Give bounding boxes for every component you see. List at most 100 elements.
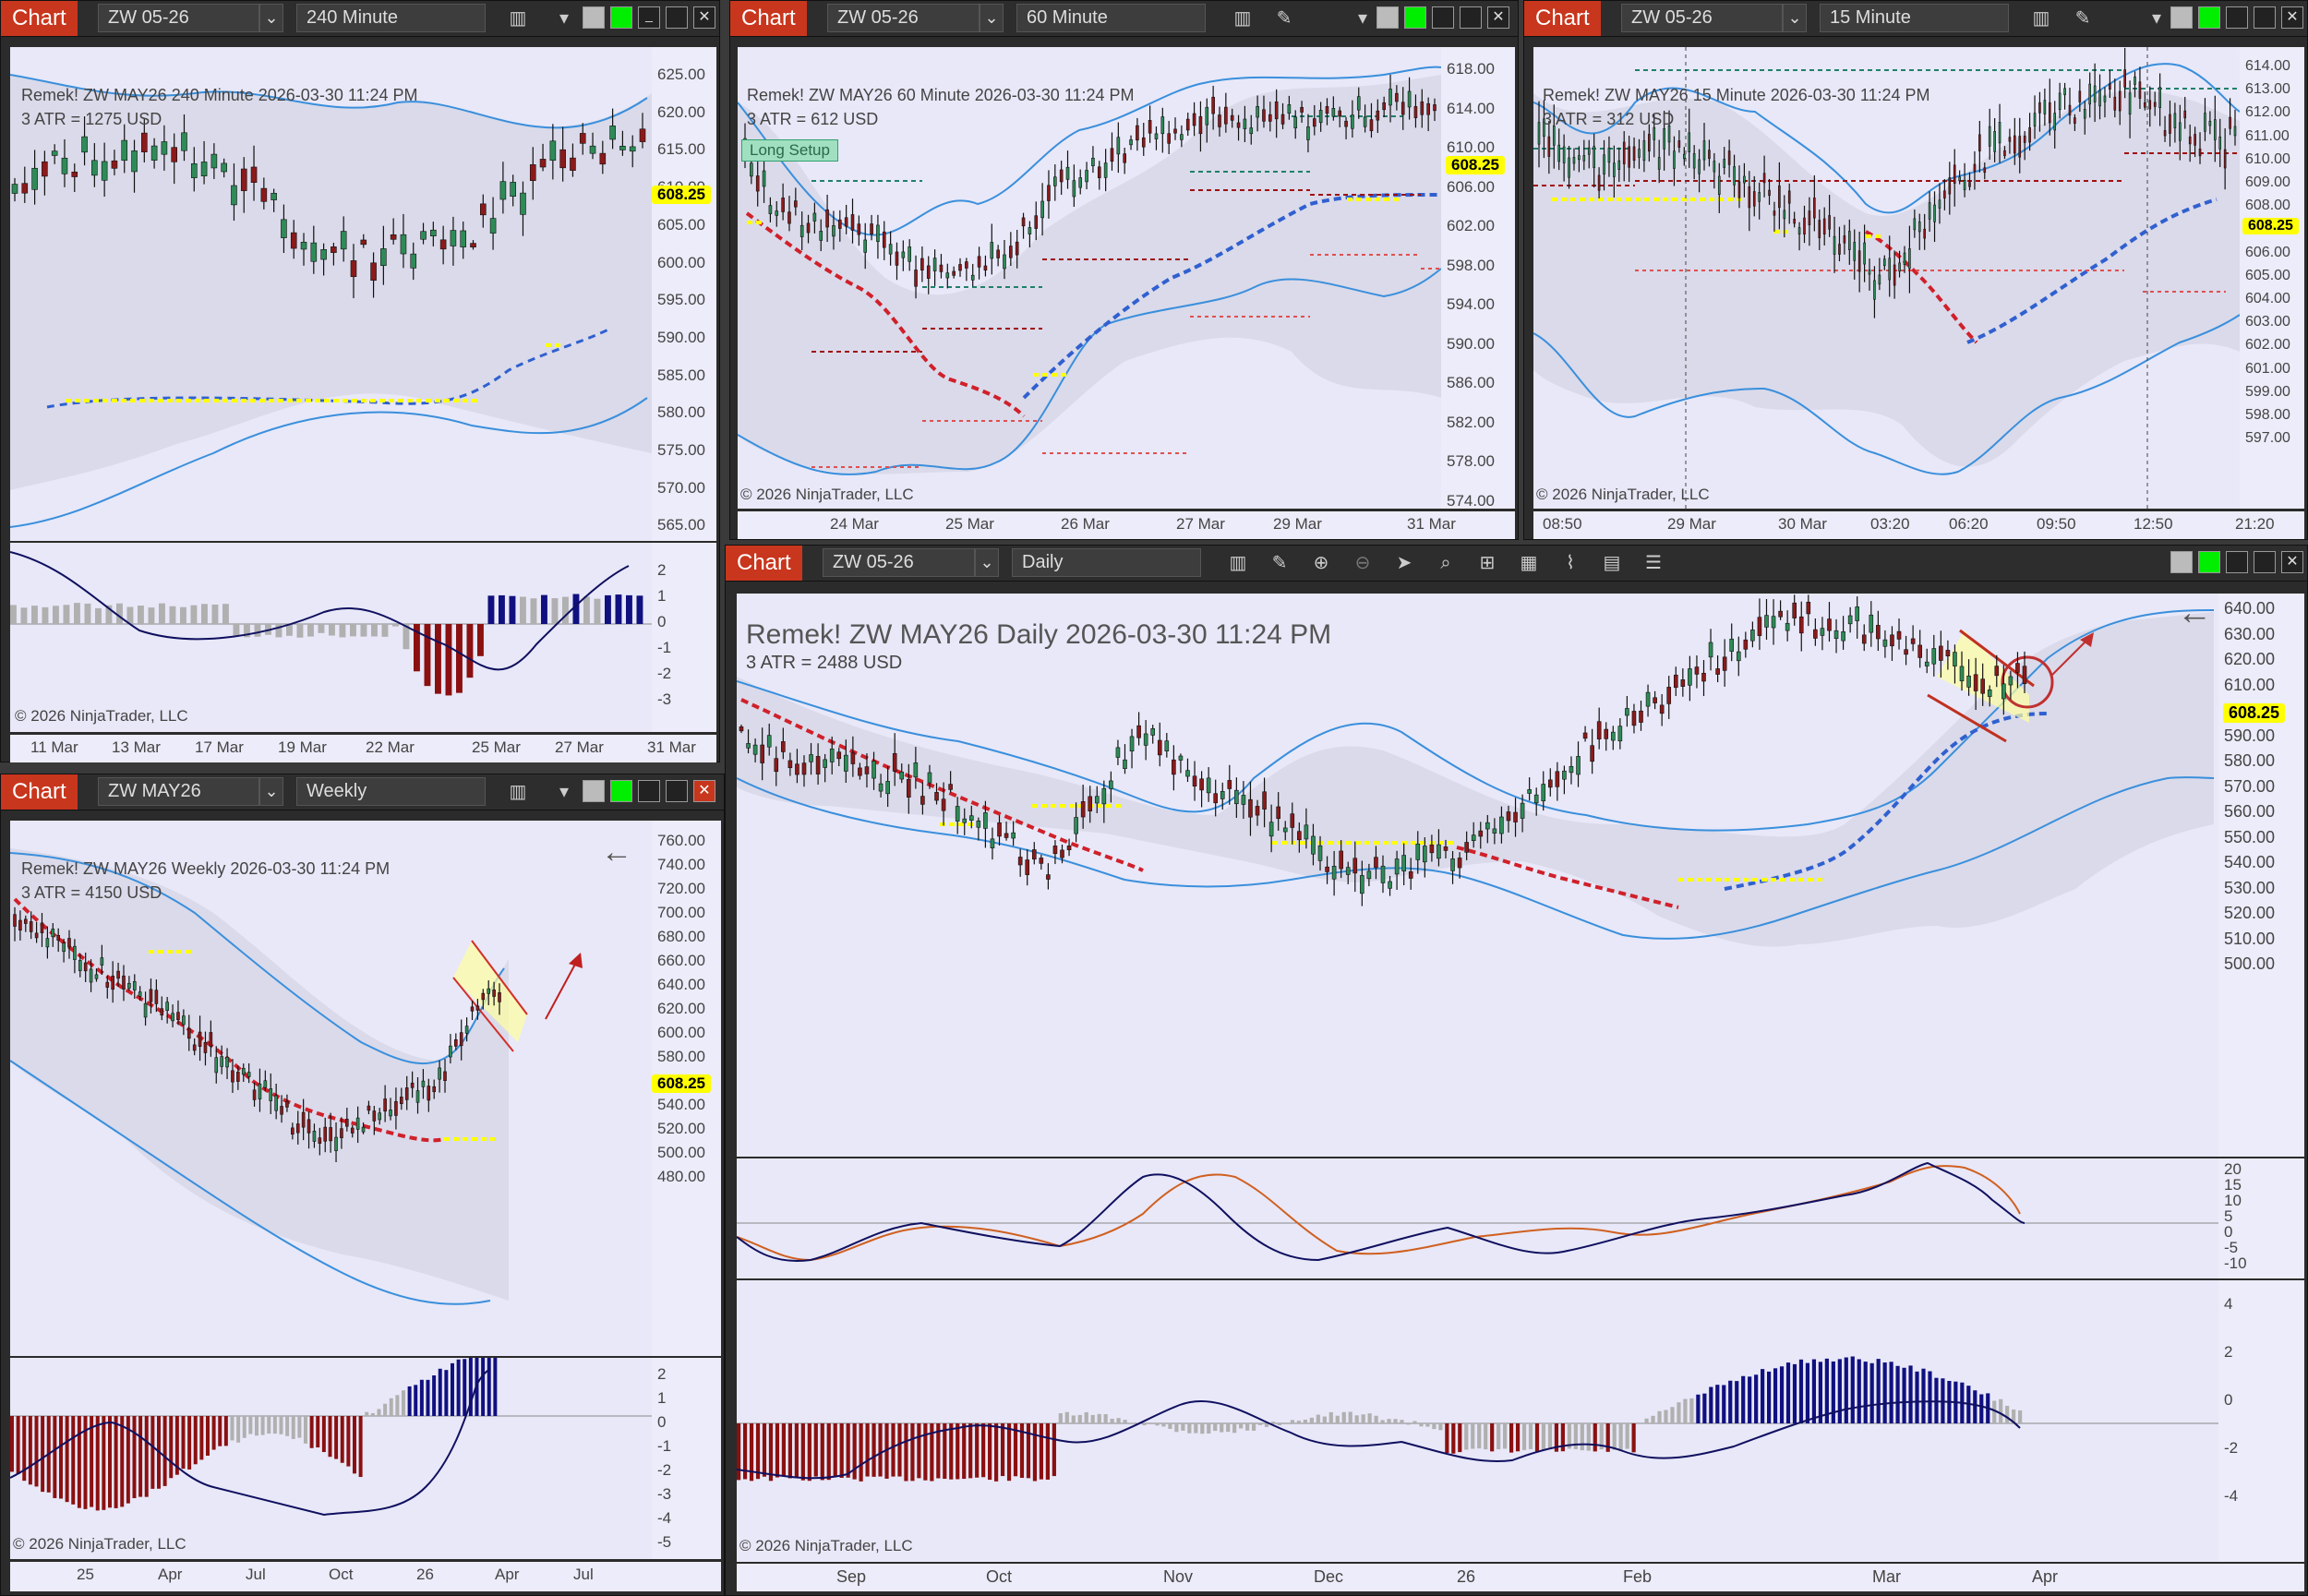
close-icon[interactable]: ✕ [693, 780, 715, 802]
price-panel[interactable]: Remek! ZW MAY26 Daily 2026-03-30 11:24 P… [737, 594, 2218, 1157]
zoom-in-icon[interactable]: ⊕ [1313, 553, 1329, 573]
maximize-icon[interactable] [666, 780, 688, 802]
instrument-selector[interactable]: ZW MAY26 [98, 777, 259, 806]
interval-selector[interactable]: Weekly [296, 777, 486, 806]
back-arrow-icon[interactable]: ← [2177, 594, 2212, 632]
indicator-axis[interactable]: 4 2 0 -2 -4 [2218, 1280, 2304, 1562]
drawing-tool-icon[interactable]: ✎ [2074, 8, 2091, 29]
green-link-icon[interactable] [1404, 6, 1426, 29]
chart-menu-button[interactable]: Chart [730, 1, 807, 36]
workspace-link-icon[interactable] [1376, 6, 1399, 29]
price-panel[interactable]: Remek! ZW MAY26 240 Minute 2026-03-30 11… [10, 47, 652, 541]
time-axis[interactable]: 08:50 29 Mar 30 Mar 03:20 06:20 09:50 12:50 21:… [1533, 511, 2304, 539]
indicator-panel[interactable]: © 2026 NinjaTrader, LLC [737, 1280, 2218, 1562]
bar-type-icon[interactable]: ▥ [1229, 553, 1247, 573]
candle [1768, 189, 1771, 197]
interval-selector[interactable]: 240 Minute [296, 4, 486, 32]
close-icon[interactable]: ✕ [1487, 6, 1509, 29]
indicators-icon[interactable]: ▦ [1520, 553, 1538, 573]
instrument-selector[interactable]: ZW 05-26 [823, 548, 975, 577]
workspace-link-icon[interactable] [583, 780, 605, 802]
instrument-selector[interactable]: ZW 05-26 [1621, 4, 1783, 32]
time-axis[interactable]: Sep Oct Nov Dec 26 Feb Mar Apr [737, 1564, 2304, 1591]
bar-type-icon[interactable]: ▥ [509, 8, 527, 29]
interval-selector[interactable]: 15 Minute [1820, 4, 2009, 32]
minimize-icon[interactable]: _ [638, 6, 660, 29]
bar-type-icon[interactable]: ▥ [509, 782, 527, 802]
chevron-down-icon[interactable]: ⌄ [259, 4, 283, 32]
chevron-down-icon[interactable]: ▾ [559, 782, 570, 802]
candle [149, 989, 153, 1002]
price-panel[interactable]: Remek! ZW MAY26 Weekly 2026-03-30 11:24 … [10, 821, 652, 1356]
indicator-axis[interactable]: 2 1 0 -1 -2 -3 -4 -5 [652, 1358, 721, 1559]
chevron-down-icon[interactable]: ⌄ [1783, 4, 1807, 32]
interval-selector[interactable]: Daily [1012, 548, 1201, 577]
minimize-icon[interactable] [2226, 6, 2248, 29]
templates-icon[interactable]: ▤ [1603, 553, 1621, 573]
candle [1622, 141, 1626, 164]
axis-tick-label: 620.00 [657, 1000, 705, 1017]
pointer-icon[interactable]: ➤ [1396, 553, 1412, 573]
zoom-out-icon[interactable]: ⊖ [1354, 553, 1371, 573]
price-axis[interactable]: 640.00630.00620.00610.00600.00590.00580.… [2218, 594, 2304, 1157]
close-icon[interactable]: ✕ [2281, 6, 2303, 29]
minimize-icon[interactable] [2226, 551, 2248, 573]
price-panel[interactable]: Remek! ZW MAY26 15 Minute 2026-03-30 11:… [1533, 47, 2240, 509]
close-icon[interactable]: ✕ [693, 6, 715, 29]
indicator-axis[interactable]: 2 1 0 -1 -2 -3 [652, 543, 716, 732]
time-axis[interactable]: 24 Mar 25 Mar 26 Mar 27 Mar 29 Mar 31 Mar [738, 511, 1515, 539]
price-axis[interactable]: 625.00620.00615.00610.00605.00600.00595.… [652, 47, 716, 541]
list-icon[interactable]: ☰ [1645, 553, 1662, 573]
chart-menu-button[interactable]: Chart [1, 1, 78, 36]
price-axis[interactable]: 618.00 614.00 610.00 606.00 602.00 598.00 594.… [1441, 47, 1515, 509]
maximize-icon[interactable] [666, 6, 688, 29]
green-link-icon[interactable] [610, 6, 632, 29]
candle [952, 270, 956, 276]
workspace-link-icon[interactable] [2170, 6, 2193, 29]
instrument-selector[interactable]: ZW 05-26 [98, 4, 259, 32]
maximize-icon[interactable] [2254, 551, 2276, 573]
drawing-tool-icon[interactable]: ✎ [1271, 553, 1288, 573]
histogram-bar [463, 1359, 467, 1416]
chevron-down-icon[interactable]: ⌄ [259, 777, 283, 806]
drawing-tool-icon[interactable]: ✎ [1276, 8, 1292, 29]
close-icon[interactable]: ✕ [2281, 551, 2303, 573]
indicator-panel[interactable]: © 2026 NinjaTrader, LLC [10, 543, 652, 732]
bar-type-icon[interactable]: ▥ [2032, 8, 2050, 29]
time-axis[interactable]: 11 Mar 13 Mar 17 Mar 19 Mar 22 Mar 25 Mar 27 M… [10, 735, 716, 762]
bar-type-icon[interactable]: ▥ [1233, 8, 1252, 29]
chevron-down-icon[interactable]: ▾ [1357, 8, 1368, 29]
minimize-icon[interactable] [638, 780, 660, 802]
green-link-icon[interactable] [2198, 551, 2220, 573]
price-axis[interactable]: 614.00 613.00 612.00 611.00 610.00 609.00 608.… [2240, 47, 2304, 509]
workspace-link-icon[interactable] [583, 6, 605, 29]
minimize-icon[interactable] [1432, 6, 1454, 29]
time-axis[interactable]: 25 Apr Jul Oct 26 Apr Jul [10, 1562, 721, 1591]
maximize-icon[interactable] [1460, 6, 1482, 29]
green-link-icon[interactable] [610, 780, 632, 802]
chevron-down-icon[interactable]: ⌄ [980, 4, 1004, 32]
indicator-panel[interactable]: © 2026 NinjaTrader, LLC [10, 1358, 652, 1559]
chevron-down-icon[interactable]: ▾ [2151, 8, 2162, 29]
chart-menu-button[interactable]: Chart [1, 774, 78, 810]
workspace-link-icon[interactable] [2170, 551, 2193, 573]
price-panel[interactable]: Remek! ZW MAY26 60 Minute 2026-03-30 11:… [738, 47, 1441, 509]
instrument-selector[interactable]: ZW 05-26 [827, 4, 980, 32]
histogram-bar [407, 1386, 412, 1416]
chevron-down-icon[interactable]: ⌄ [975, 548, 999, 577]
interval-selector[interactable]: 60 Minute [1016, 4, 1206, 32]
histogram-bar [520, 596, 526, 624]
back-arrow-icon[interactable]: ← [601, 834, 632, 870]
oscillator-panel[interactable] [737, 1158, 2218, 1278]
candle [1268, 822, 1274, 837]
chevron-down-icon[interactable]: ▾ [559, 8, 570, 29]
oscillator-axis[interactable]: 20 15 10 5 0 -5 -10 [2218, 1158, 2304, 1278]
properties-icon[interactable]: ⊞ [1479, 553, 1496, 573]
maximize-icon[interactable] [2254, 6, 2276, 29]
strategies-icon[interactable]: ⌇ [1566, 553, 1575, 573]
chart-menu-button[interactable]: Chart [1524, 1, 1601, 36]
candle [1945, 650, 1951, 656]
chart-menu-button[interactable]: Chart [726, 546, 802, 581]
green-link-icon[interactable] [2198, 6, 2220, 29]
data-box-icon[interactable]: ⌕ [1440, 553, 1451, 573]
